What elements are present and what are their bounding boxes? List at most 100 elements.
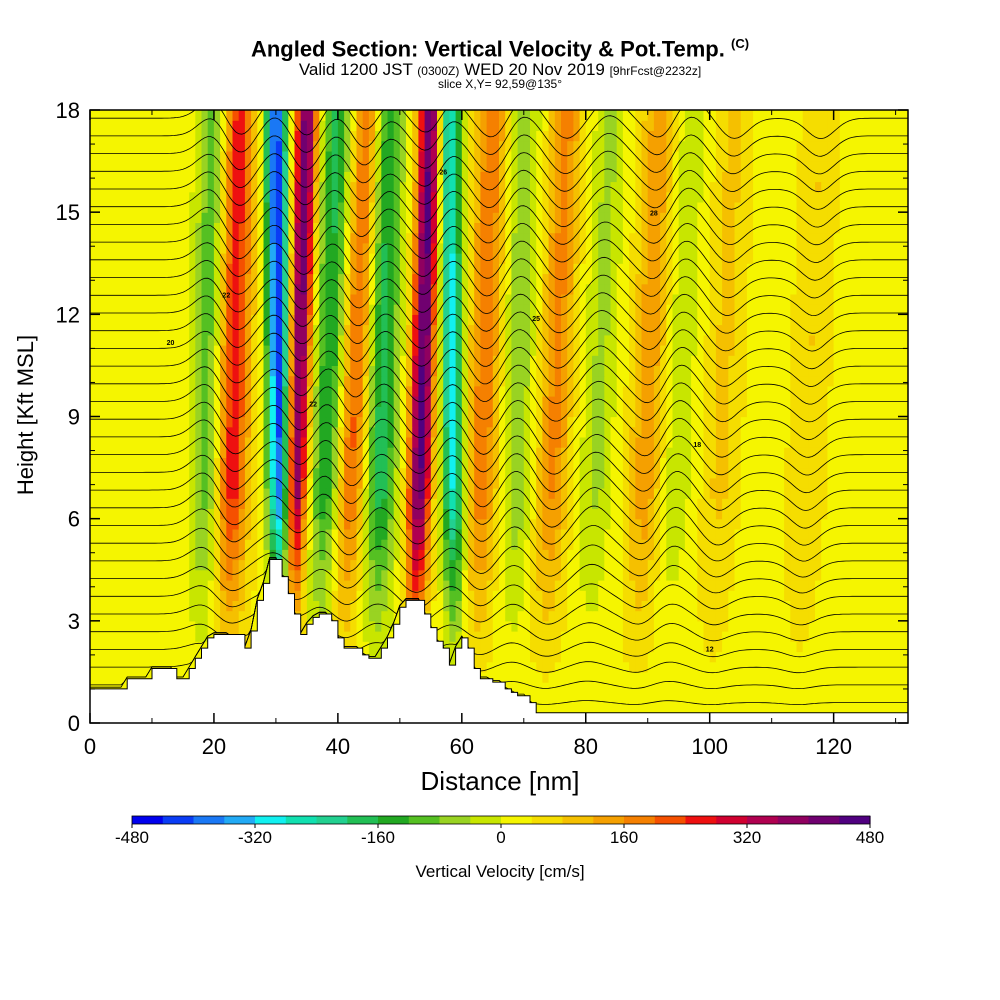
velocity-cell [344,528,351,540]
velocity-cell [331,416,339,428]
velocity-cell [827,651,835,663]
velocity-cell [715,590,723,601]
velocity-cell [319,406,327,418]
velocity-cell [734,661,742,673]
velocity-cell [542,590,550,601]
velocity-cell [790,702,798,714]
velocity-cell [121,528,128,540]
velocity-cell [189,355,196,366]
velocity-cell [325,580,333,591]
velocity-cell [108,488,116,499]
velocity-cell [784,702,791,714]
velocity-cell [610,375,618,387]
velocity-cell [226,345,234,356]
velocity-cell [337,345,345,356]
velocity-cell [288,539,296,550]
velocity-cell [536,610,543,622]
velocity-cell [777,580,785,591]
velocity-cell [127,375,134,387]
velocity-cell [393,518,401,530]
velocity-cell [251,457,258,469]
velocity-cell [703,447,711,458]
velocity-cell [176,539,184,550]
velocity-cell [114,590,122,601]
velocity-cell [282,396,289,407]
velocity-cell [573,498,581,509]
velocity-cell [90,671,97,683]
velocity-cell [895,488,903,499]
velocity-cell [282,528,289,540]
velocity-cell [746,488,754,499]
velocity-cell [362,334,370,346]
velocity-cell [108,539,116,550]
velocity-cell [858,610,866,622]
velocity-cell [90,334,97,346]
velocity-cell [759,651,767,663]
velocity-cell [647,610,655,622]
velocity-cell [437,631,444,642]
velocity-cell [381,355,389,366]
velocity-cell [90,345,97,356]
velocity-cell [561,396,568,407]
velocity-cell [821,416,828,428]
velocity-cell [790,610,798,622]
velocity-cell [176,580,184,591]
velocity-cell [542,682,550,693]
velocity-cell [821,631,828,642]
velocity-cell [765,671,773,683]
velocity-cell [474,488,481,499]
velocity-cell [468,436,475,448]
velocity-cell [337,457,345,469]
velocity-cell [895,498,903,509]
velocity-cell [226,385,234,397]
velocity-cell [368,457,376,469]
velocity-cell [375,467,382,479]
velocity-cell [660,590,667,601]
velocity-cell [461,447,469,458]
velocity-cell [282,569,289,581]
velocity-cell [536,467,543,479]
velocity-cell [616,498,624,509]
velocity-cell [554,600,562,612]
velocity-cell [412,447,419,458]
velocity-cell [418,559,426,571]
velocity-cell [684,385,692,397]
velocity-cell [220,416,227,428]
velocity-cell [573,406,581,418]
velocity-cell [641,508,649,520]
velocity-cell [585,334,593,346]
velocity-cell [201,365,209,377]
velocity-cell [635,406,643,418]
velocity-cell [548,631,556,642]
velocity-cell [635,488,643,499]
velocity-cell [108,345,116,356]
velocity-cell [170,661,178,673]
velocity-cell [170,355,178,366]
velocity-cell [821,702,828,714]
velocity-cell [697,406,705,418]
velocity-cell [213,406,221,418]
velocity-cell [238,528,246,540]
velocity-cell [616,345,624,356]
velocity-cell [121,569,128,581]
velocity-cell [176,528,184,540]
velocity-cell [306,508,314,520]
velocity-cell [418,365,426,377]
velocity-cell [393,549,401,561]
velocity-cell [864,498,872,509]
velocity-cell [455,426,463,438]
velocity-cell [697,528,705,540]
velocity-cell [437,488,444,499]
velocity-cell [108,631,116,642]
velocity-cell [895,620,903,632]
velocity-cell [554,559,562,571]
velocity-cell [424,467,432,479]
velocity-cell [455,539,463,550]
velocity-cell [362,416,370,428]
velocity-cell [523,375,531,387]
velocity-cell [666,702,674,714]
velocity-cell [722,528,729,540]
velocity-cell [746,610,754,622]
velocity-cell [691,477,698,489]
velocity-cell [846,488,853,499]
